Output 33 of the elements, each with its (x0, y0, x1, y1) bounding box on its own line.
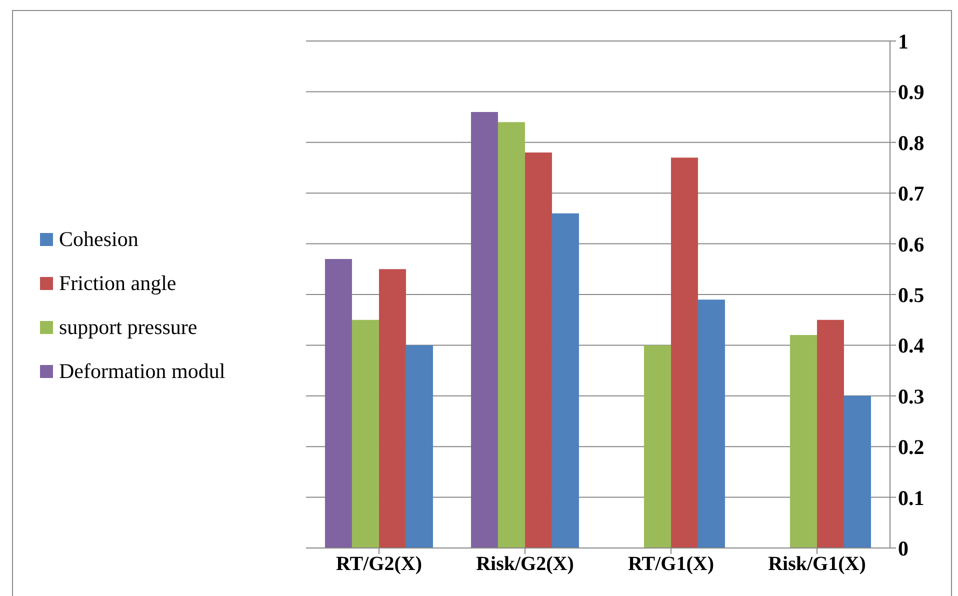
y-tick-label: 0.2 (898, 435, 924, 460)
bar (524, 152, 552, 548)
bar (644, 345, 671, 548)
bar (378, 269, 406, 548)
x-tick-label: Risk/G1(X) (768, 553, 866, 576)
legend-label: Deformation modul (59, 358, 226, 384)
y-tick-label: 0.5 (898, 282, 924, 307)
y-tick-label: 0.7 (898, 182, 924, 206)
x-tick-label: Risk/G2(X) (476, 553, 574, 576)
bar (698, 300, 725, 548)
bar (552, 213, 579, 548)
bar (470, 112, 498, 548)
y-tick-label: 0.4 (898, 334, 925, 358)
y-tick-label: 0.8 (898, 130, 924, 155)
bar (816, 320, 844, 548)
y-tick-label: 0 (898, 536, 908, 560)
y-tick-label: 0.6 (898, 232, 924, 256)
bar (790, 335, 817, 548)
bar (670, 158, 698, 548)
legend-label: Friction angle (59, 270, 176, 296)
bar (406, 345, 433, 548)
y-tick-label: 0.9 (898, 80, 924, 104)
y-tick-label: 0.3 (898, 384, 924, 408)
y-tick-label: 0.1 (898, 486, 924, 510)
y-tick-label: 1 (898, 29, 908, 54)
x-tick-label: RT/G1(X) (628, 553, 714, 576)
x-tick-label: RT/G2(X) (336, 553, 422, 576)
bar (498, 122, 525, 548)
bar (324, 259, 352, 548)
legend-label: Cohesion (59, 226, 138, 252)
legend-label: support pressure (59, 314, 198, 340)
bar (352, 320, 379, 548)
bar (844, 396, 871, 548)
